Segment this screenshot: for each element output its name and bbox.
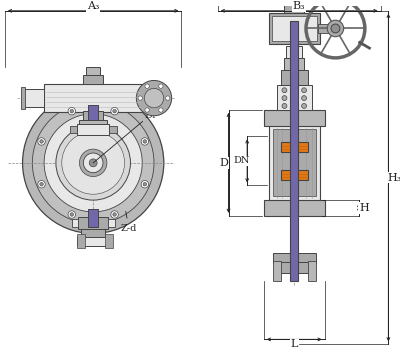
Circle shape: [113, 213, 116, 216]
Text: D₁: D₁: [144, 110, 156, 120]
Bar: [72, 219, 78, 226]
Bar: [286, 0, 302, 3]
Circle shape: [111, 108, 118, 115]
Bar: [269, 13, 320, 44]
Bar: [284, 3, 304, 13]
Circle shape: [141, 180, 148, 188]
Bar: [109, 126, 117, 133]
Circle shape: [282, 104, 287, 108]
Bar: [272, 16, 317, 41]
Text: D: D: [219, 158, 228, 168]
Bar: [78, 124, 109, 135]
Circle shape: [145, 108, 149, 112]
Bar: [280, 142, 308, 152]
Bar: [273, 261, 280, 280]
Circle shape: [327, 20, 344, 37]
Circle shape: [70, 109, 74, 113]
Text: H₃: H₃: [387, 173, 400, 182]
Circle shape: [138, 96, 142, 100]
Bar: [78, 237, 109, 246]
Circle shape: [302, 95, 306, 100]
Circle shape: [143, 182, 146, 186]
Circle shape: [143, 140, 146, 143]
Circle shape: [144, 88, 164, 108]
Text: L: L: [290, 339, 298, 349]
Circle shape: [40, 140, 43, 143]
Bar: [108, 219, 115, 226]
Circle shape: [56, 126, 130, 200]
Text: H: H: [359, 203, 369, 213]
Bar: [280, 170, 308, 180]
Circle shape: [159, 108, 163, 112]
Circle shape: [331, 24, 340, 33]
Bar: [20, 87, 24, 109]
Bar: [70, 126, 78, 133]
Circle shape: [113, 109, 116, 113]
Text: Z-d: Z-d: [121, 211, 137, 233]
Bar: [264, 200, 325, 216]
Bar: [88, 209, 98, 226]
Circle shape: [44, 114, 142, 212]
Bar: [284, 58, 304, 70]
Bar: [83, 111, 103, 126]
Bar: [278, 262, 310, 273]
Circle shape: [68, 211, 76, 218]
Circle shape: [166, 96, 170, 100]
Circle shape: [302, 104, 306, 108]
Text: A₃: A₃: [87, 1, 100, 11]
Circle shape: [159, 84, 163, 88]
Circle shape: [282, 95, 287, 100]
Circle shape: [136, 81, 172, 116]
Circle shape: [141, 138, 148, 145]
Circle shape: [282, 88, 287, 93]
Bar: [80, 120, 107, 126]
Bar: [82, 229, 105, 238]
Circle shape: [38, 180, 45, 188]
Circle shape: [40, 182, 43, 186]
Circle shape: [83, 153, 103, 173]
Circle shape: [89, 159, 97, 167]
Circle shape: [145, 84, 149, 88]
Bar: [269, 121, 320, 204]
Bar: [308, 261, 316, 280]
Circle shape: [68, 108, 76, 115]
Bar: [280, 70, 308, 85]
Bar: [44, 84, 142, 112]
Bar: [86, 67, 100, 75]
Circle shape: [70, 213, 74, 216]
Circle shape: [111, 211, 118, 218]
Bar: [83, 75, 103, 84]
Bar: [286, 46, 302, 58]
Bar: [88, 105, 98, 120]
Circle shape: [22, 92, 164, 234]
Bar: [290, 21, 298, 280]
Bar: [273, 253, 316, 263]
Circle shape: [32, 102, 154, 224]
Circle shape: [62, 131, 124, 194]
Text: B₃: B₃: [293, 1, 306, 11]
Circle shape: [38, 138, 45, 145]
Bar: [78, 217, 108, 229]
Text: DN: DN: [233, 156, 250, 165]
Bar: [273, 129, 316, 196]
Bar: [22, 89, 44, 107]
Circle shape: [302, 88, 306, 93]
Bar: [264, 110, 325, 126]
Bar: [318, 23, 336, 33]
Bar: [105, 234, 113, 248]
Circle shape: [80, 149, 107, 176]
Bar: [276, 85, 312, 110]
Bar: [78, 234, 85, 248]
